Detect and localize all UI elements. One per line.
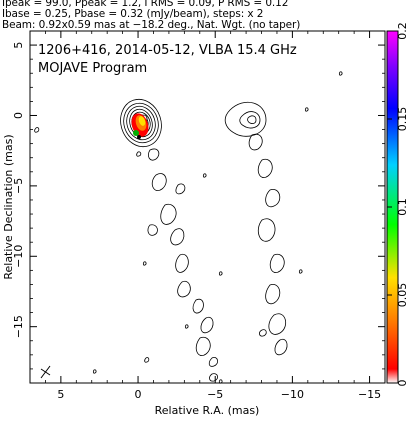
core-contour <box>123 102 159 144</box>
contour-map <box>34 71 343 384</box>
jet-contour <box>218 271 223 276</box>
jet-inner-contour <box>247 115 257 124</box>
header-line-1: Ipeak = 99.0, Ppeak = 1.2, I RMS = 0.09,… <box>2 0 289 9</box>
jet-contour <box>265 188 281 208</box>
jet-contour <box>175 183 186 195</box>
jet-contour <box>304 107 309 112</box>
jet-contour <box>160 203 177 225</box>
x-axis-ticks: 5 0 −5 −10 −15 <box>45 31 386 401</box>
header-line-2: Ibase = 0.25, Pbase = 0.32 (mJy/beam), s… <box>2 8 264 20</box>
core-contour <box>129 108 153 138</box>
colorbar-tick-label: 0.05 <box>396 283 409 308</box>
jet-contour <box>208 357 218 367</box>
jet-contour <box>136 151 142 157</box>
x-tick-label: −15 <box>358 388 381 401</box>
x-tick-label: −5 <box>207 388 223 401</box>
colorbar-ticks: 0 0.05 0.1 0.15 0.2 <box>387 22 409 387</box>
y-tick-label: 5 <box>12 42 25 49</box>
jet-contour <box>192 298 204 314</box>
jet-contour <box>142 261 147 266</box>
plot-title-line-2: MOJAVE Program <box>38 61 147 76</box>
jet-contour <box>184 324 189 329</box>
jet-contour <box>200 316 214 334</box>
jet-contour <box>170 228 185 246</box>
jet-contour <box>177 280 191 298</box>
jet-contour <box>298 269 303 274</box>
jet-contour <box>274 338 288 356</box>
jet-contour <box>209 373 218 382</box>
jet-contour <box>147 224 158 236</box>
colorbar-tick-label: 0.1 <box>396 198 409 216</box>
colorbar-tick-label: 0 <box>396 380 409 387</box>
x-tick-label: 0 <box>135 388 142 401</box>
jet-contour <box>248 133 263 151</box>
y-tick-label: −5 <box>12 178 25 194</box>
x-axis-label: Relative R.A. (mas) <box>155 404 260 417</box>
y-axis-label: Relative Declination (mas) <box>2 134 15 279</box>
jet-contour <box>92 369 97 374</box>
x-tick-label: 5 <box>57 388 64 401</box>
jet-inner-contour <box>239 111 261 129</box>
jet-contour <box>257 218 276 242</box>
jet-contour <box>259 329 267 337</box>
x-tick-label: −10 <box>281 388 304 401</box>
jet-contour <box>195 336 211 356</box>
beam-marker <box>40 365 51 379</box>
core-color-map <box>131 113 149 139</box>
y-axis-ticks: 5 0 −5 −10 −15 <box>12 42 385 370</box>
y-tick-label: −15 <box>12 315 25 338</box>
jet-contour <box>202 173 207 178</box>
jet-contour <box>175 253 189 273</box>
jet-contour <box>34 127 40 133</box>
jet-contour <box>151 173 167 191</box>
jet-contour <box>265 283 281 305</box>
jet-contour <box>257 158 273 178</box>
plot-frame <box>29 30 386 384</box>
header-line-3: Beam: 0.92x0.59 mas at −18.2 deg., Nat. … <box>2 19 301 31</box>
plot-title-line-1: 1206+416, 2014-05-12, VLBA 15.4 GHz <box>38 43 297 58</box>
jet-contour <box>268 313 287 335</box>
jet-contour <box>338 71 343 76</box>
core-contour <box>126 105 156 141</box>
y-tick-label: −10 <box>12 245 25 268</box>
core-contour <box>120 98 162 148</box>
jet-contour <box>218 379 223 384</box>
jet-contour <box>269 253 285 273</box>
jet-contour <box>144 357 150 363</box>
y-tick-label: 0 <box>12 112 25 119</box>
jet-contour <box>148 148 160 161</box>
colorbar-tick-label: 0.15 <box>396 107 409 132</box>
colorbar-tick-label: 0.2 <box>396 22 409 40</box>
